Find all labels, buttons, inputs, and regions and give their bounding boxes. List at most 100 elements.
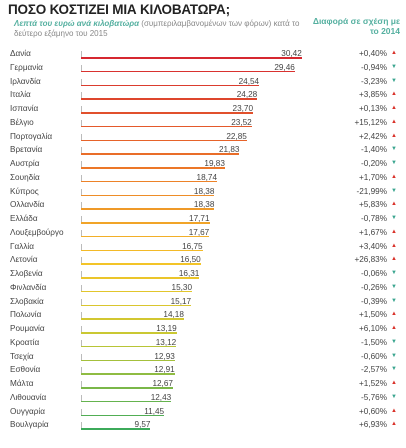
bar-value-label: 24,28 [236,90,258,100]
bar [81,167,225,169]
bar-axis-tick [81,188,82,196]
bar-value-label: 14,18 [163,310,184,320]
arrow-up-icon: ▲ [391,105,397,111]
change-value: +3,85% [359,90,387,100]
arrow-up-icon: ▲ [391,380,397,386]
bar-value-label: 16,31 [178,269,200,278]
bar-axis-tick [81,64,82,72]
change-value: -2,57% [361,365,387,375]
change-value: +1,50% [359,310,387,320]
bar-axis-tick [81,133,82,141]
category-label: Σλοβενία [10,269,43,278]
bar-axis-tick [81,51,82,58]
bar-axis-tick [81,92,82,100]
bar-value-label: 21,83 [218,145,240,155]
category-label: Πολωνία [10,310,42,320]
bar-value-label: 29,46 [274,62,295,72]
arrow-up-icon: ▲ [391,242,397,249]
arrow-down-icon: ▼ [391,63,397,70]
bar-axis-tick [81,229,82,237]
category-label: Λετονία [10,255,38,265]
chart-subtitle: Λεπτά του ευρώ ανά κιλοβατώρα (συμπεριλα… [14,19,314,39]
category-label: Σουηδία [10,172,40,182]
category-label: Πορτογαλία [10,131,53,141]
bar [81,112,254,114]
bar-axis-tick [81,339,82,347]
bar-value-label: 17,71 [189,214,210,223]
bar-axis-tick [81,119,82,127]
bar [81,153,240,155]
bar [81,345,177,348]
change-value: -1,50% [361,337,387,347]
arrow-up-icon: ▲ [391,118,397,125]
change-value: -21,99% [356,186,388,196]
change-value: +26,83% [354,255,387,265]
bar-axis-tick [81,312,82,320]
category-label: Μάλτα [10,379,34,388]
bar [81,70,295,73]
change-value: -0,20% [361,159,387,168]
change-value: +6,93% [359,420,387,430]
change-value: +15,12% [354,117,387,127]
bar [81,428,151,430]
bar-axis-tick [81,326,82,333]
bar-axis-tick [81,202,82,210]
change-value: +0,13% [359,104,387,113]
category-label: Τσεχία [10,351,34,361]
category-label: Κύπρος [10,186,39,196]
bar-axis-tick [81,78,82,86]
bar-axis-tick [81,271,82,278]
arrow-up-icon: ▲ [391,132,397,139]
bar-value-label: 19,83 [204,159,225,168]
bar [81,400,172,403]
category-label: Γαλλία [10,241,34,251]
chart-title: ΠΟΣΟ ΚΟΣΤΙΖΕΙ ΜΙΑ ΚΙΛΟΒΑΤΩΡΑ; [8,2,230,17]
arrow-down-icon: ▼ [391,270,397,276]
category-label: Ελλάδα [10,214,38,223]
change-value: +0,60% [359,406,387,416]
arrow-up-icon: ▲ [391,421,397,428]
bar [81,180,218,183]
bar-value-label: 15,30 [171,282,193,292]
bar-axis-tick [81,298,82,306]
category-label: Γερμανία [10,62,43,72]
bar-axis-tick [81,353,82,361]
arrow-up-icon: ▲ [391,228,397,235]
change-value: -0,60% [361,351,387,361]
bar-value-label: 13,19 [156,324,177,333]
category-label: Βέλγιο [10,117,34,127]
arrow-down-icon: ▼ [391,352,397,359]
arrow-up-icon: ▲ [391,325,397,331]
subtitle-note: (συμπεριλαμβανομένων των φόρων) κατά το … [14,19,300,38]
category-label: Λιθουανία [10,392,47,402]
arrow-down-icon: ▼ [391,77,397,84]
arrow-up-icon: ▲ [391,173,397,180]
bar-value-label: 24,54 [238,76,260,86]
bar-axis-tick [81,422,82,430]
bar-value-label: 9,57 [134,420,151,430]
bar-axis-tick [81,394,82,402]
bar [81,125,252,128]
bar-axis-tick [81,106,82,113]
bar [81,263,201,265]
change-column-header: Διαφορά σε σχέση με το 2014 [312,16,400,36]
arrow-up-icon: ▲ [391,50,397,56]
bar-value-label: 15,17 [170,296,192,306]
bar [81,373,175,375]
bar [81,139,247,142]
bar-value-label: 16,75 [182,241,203,251]
subtitle-unit: Λεπτά του ευρώ ανά κιλοβατώρα [14,19,140,28]
arrow-down-icon: ▼ [391,187,397,194]
bar-axis-tick [81,161,82,168]
category-label: Βουλγαρία [10,420,49,430]
bar [81,359,175,362]
bar [81,249,203,252]
change-value: -5,76% [361,392,387,402]
bar [81,332,177,334]
category-label: Ουγγαρία [10,406,45,416]
category-label: Ολλανδία [10,200,45,210]
arrow-down-icon: ▼ [391,215,397,221]
bar-axis-tick [81,408,82,416]
category-label: Ιταλία [10,90,31,100]
bar-value-label: 23,70 [232,104,254,113]
